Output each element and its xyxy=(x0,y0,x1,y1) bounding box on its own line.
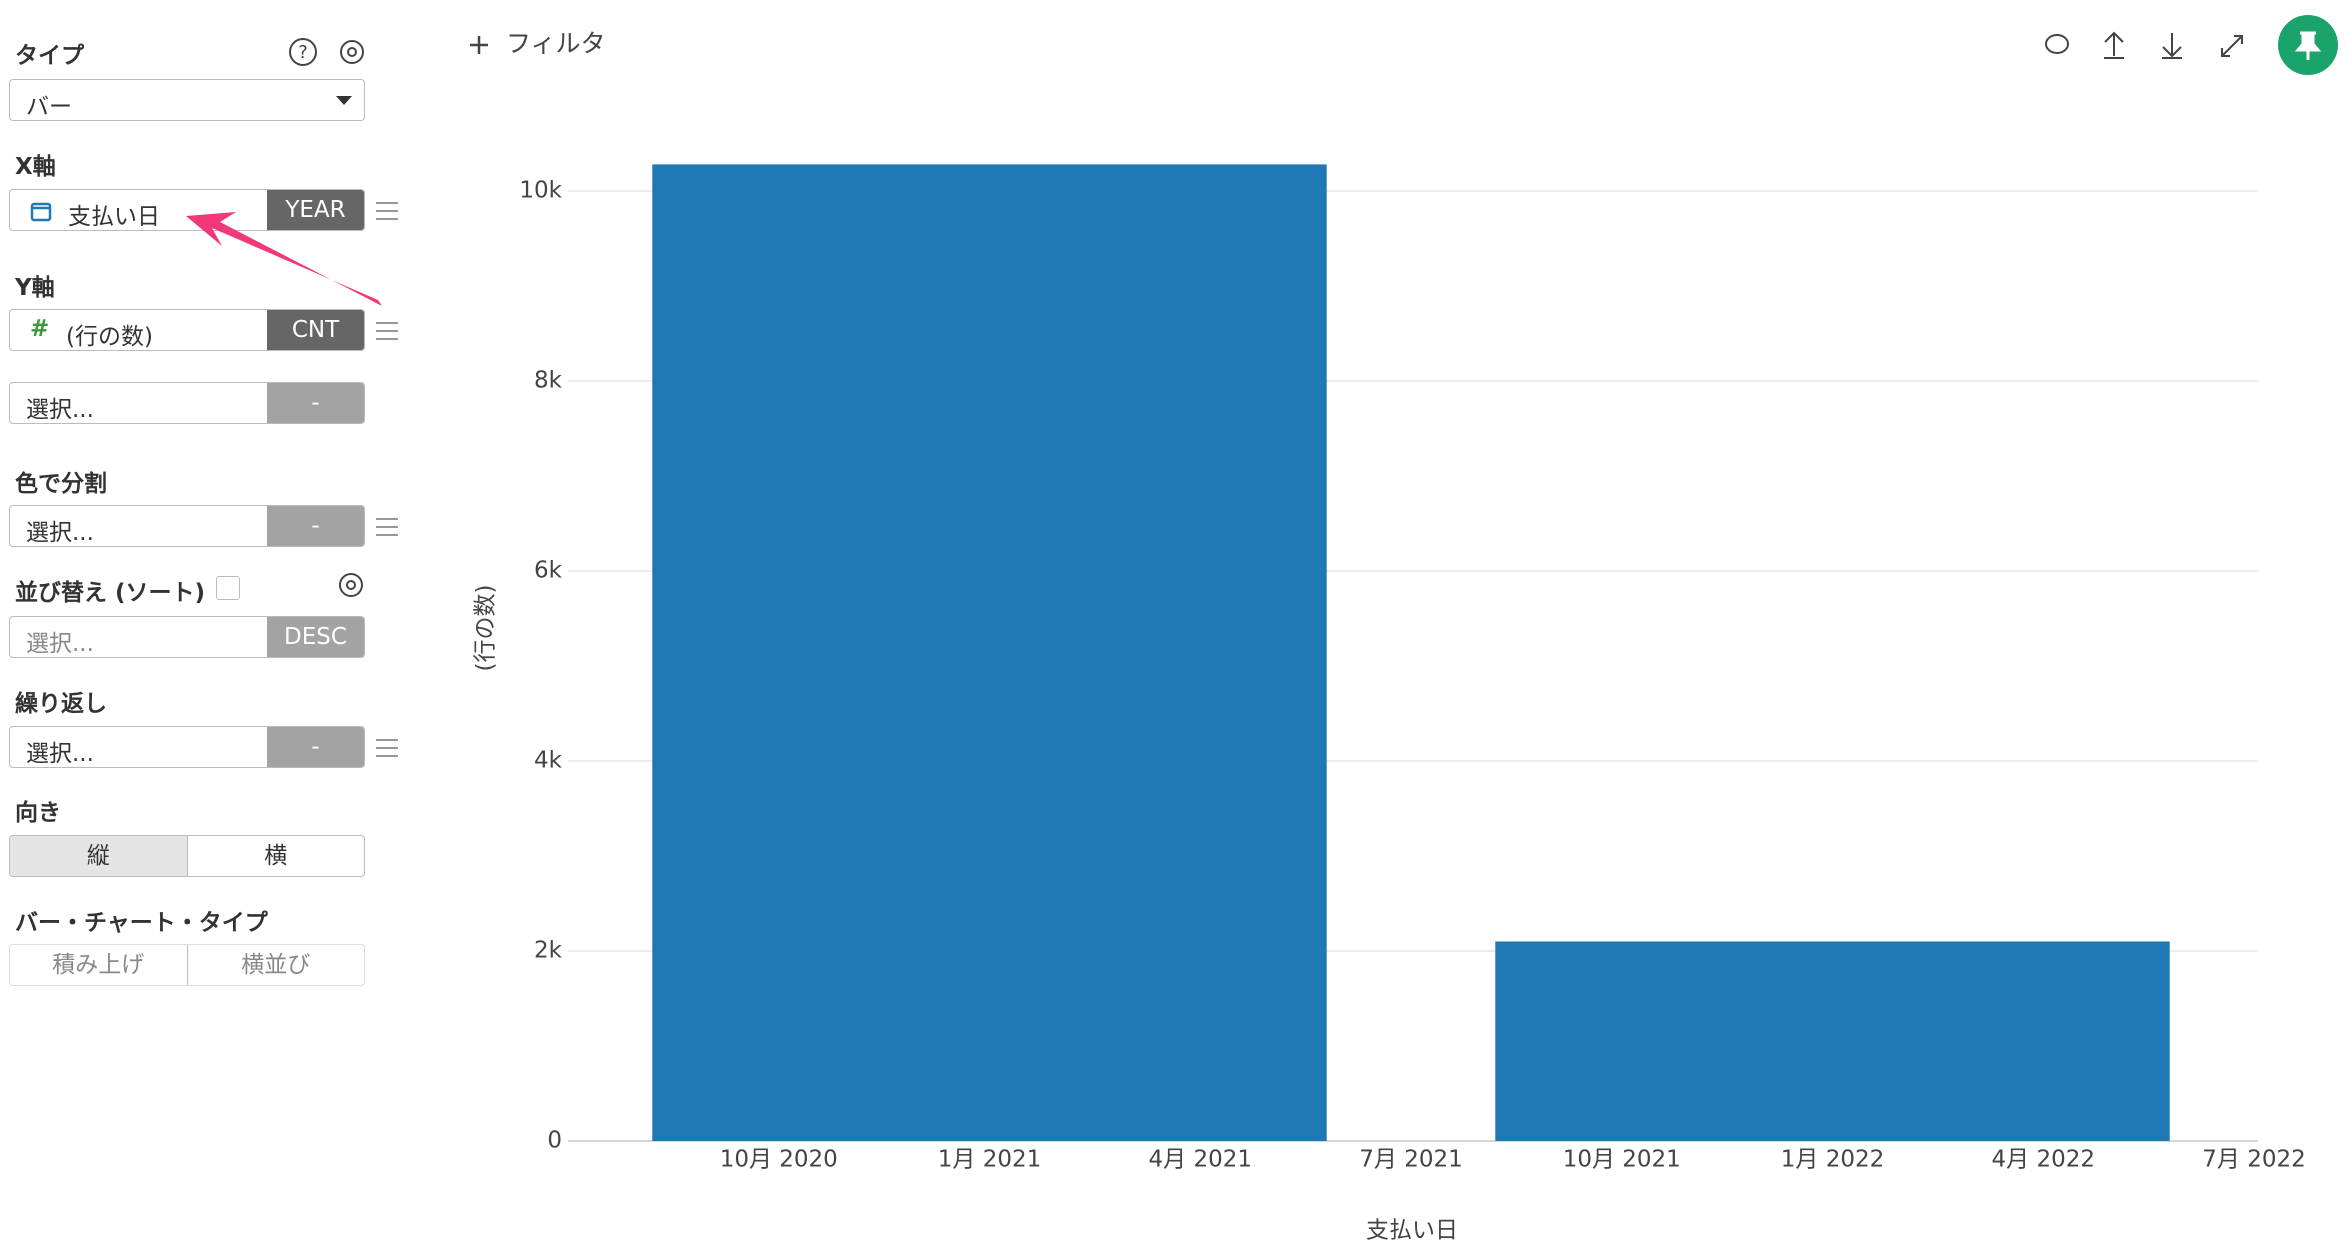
label: 色で分割 xyxy=(15,471,107,497)
agg[interactable]: - xyxy=(267,727,364,767)
menu[interactable] xyxy=(376,322,398,340)
y-tick-label: 4k xyxy=(534,748,563,774)
placeholder: 選択... xyxy=(26,520,94,546)
caret xyxy=(336,96,352,105)
agg[interactable]: - xyxy=(267,383,364,423)
bar xyxy=(1495,941,2170,1141)
value: (行の数) xyxy=(66,324,153,350)
color-field[interactable]: 選択... - xyxy=(9,505,365,547)
x-tick-label: 4月 2022 xyxy=(1992,1147,2095,1173)
filter-button[interactable]: フィルタ xyxy=(506,29,606,58)
label: 繰り返し xyxy=(15,691,107,717)
y-tick-label: 2k xyxy=(534,938,563,964)
type-select[interactable]: バー xyxy=(9,79,365,121)
menu[interactable] xyxy=(376,739,398,757)
icons: ? xyxy=(289,38,364,66)
y-tick-label: 8k xyxy=(534,368,563,394)
y-tick-label: 6k xyxy=(534,558,563,584)
x-tick-label: 10月 2021 xyxy=(1563,1147,1681,1173)
label: 向き xyxy=(15,800,61,826)
x-axis-title: 支払い日 xyxy=(1366,1218,1458,1244)
bar-type-toggle: 積み上げ 横並び xyxy=(9,944,365,986)
placeholder: 選択... xyxy=(26,631,94,657)
svg-text:?: ? xyxy=(298,42,308,63)
agg[interactable]: CNT xyxy=(267,310,364,350)
gear-icon[interactable] xyxy=(336,570,366,600)
placeholder: 選択... xyxy=(26,397,94,423)
sort-field[interactable]: 選択... DESC xyxy=(9,616,365,658)
menu[interactable] xyxy=(376,202,398,220)
option[interactable]: 横並び xyxy=(186,945,365,985)
option[interactable]: 縦 xyxy=(10,836,187,876)
checkbox[interactable] xyxy=(216,576,240,600)
y-tick-label: 0 xyxy=(547,1128,562,1154)
y-axis-title: (行の数) xyxy=(473,585,499,672)
toolbar: フィルタ xyxy=(470,15,2338,75)
y2-field[interactable]: 選択... - xyxy=(9,382,365,424)
x-tick-label: 7月 2022 xyxy=(2202,1147,2305,1173)
value: バー xyxy=(26,94,72,120)
label: 並び替え (ソート) xyxy=(15,580,206,606)
x-field[interactable]: 支払い日 YEAR xyxy=(9,189,365,231)
label: タイプ xyxy=(15,43,84,69)
calendar-icon xyxy=(30,202,52,222)
placeholder: 選択... xyxy=(26,741,94,767)
hash-icon: # xyxy=(30,316,50,342)
bar xyxy=(652,164,1327,1141)
x-tick-label: 10月 2020 xyxy=(720,1147,838,1173)
label: X軸 xyxy=(15,154,56,180)
menu[interactable] xyxy=(376,518,398,536)
orientation-toggle: 縦 横 xyxy=(9,835,365,877)
x-tick-label: 7月 2021 xyxy=(1359,1147,1462,1173)
label: Y軸 xyxy=(15,275,55,301)
agg[interactable]: DESC xyxy=(267,617,364,657)
value: 支払い日 xyxy=(68,204,160,230)
x-tick-label: 1月 2022 xyxy=(1781,1147,1884,1173)
repeat-field[interactable]: 選択... - xyxy=(9,726,365,768)
x-tick-label: 1月 2021 xyxy=(938,1147,1041,1173)
annotation-arrow xyxy=(186,212,382,306)
y-tick-label: 10k xyxy=(519,178,562,204)
y-field[interactable]: # (行の数) CNT xyxy=(9,309,365,351)
x-tick-label: 4月 2021 xyxy=(1149,1147,1252,1173)
option[interactable]: 積み上げ xyxy=(52,952,145,978)
option[interactable]: 横 xyxy=(186,836,365,876)
agg[interactable]: YEAR xyxy=(267,190,364,230)
agg[interactable]: - xyxy=(267,506,364,546)
label: バー・チャート・タイプ xyxy=(15,910,268,936)
